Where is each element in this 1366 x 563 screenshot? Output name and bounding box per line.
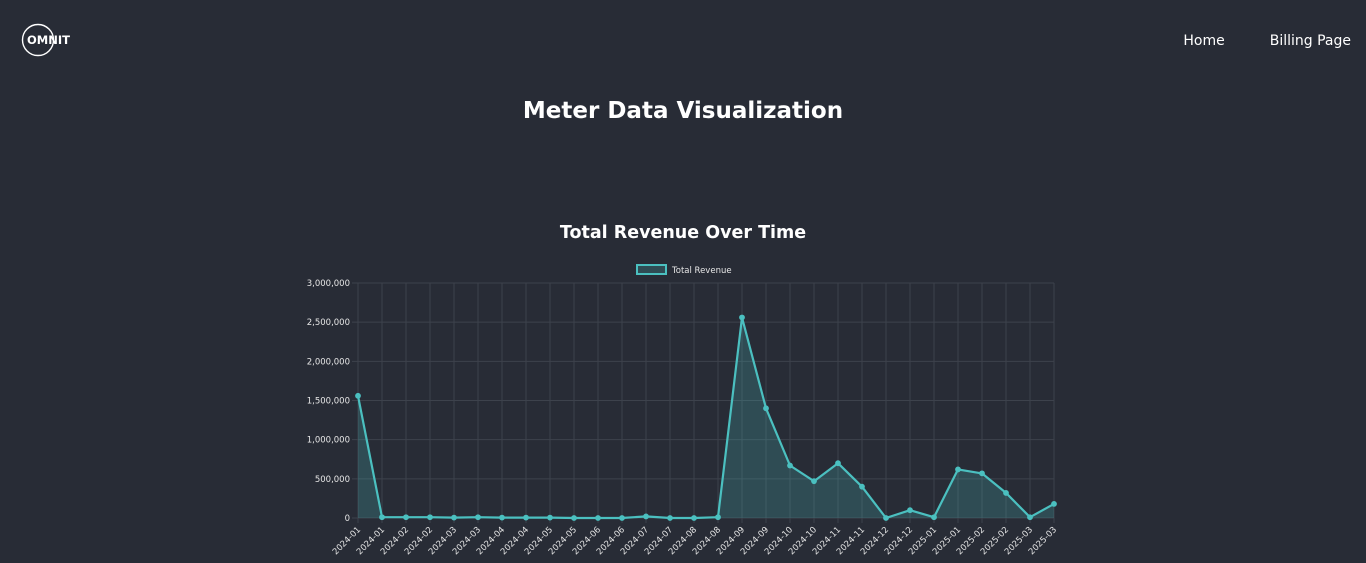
x-tick-label: 2025-03 (1027, 525, 1059, 557)
data-point (907, 507, 913, 514)
data-point (571, 515, 577, 521)
top-nav: Home Billing Page (1183, 33, 1351, 49)
chart-grid (352, 282, 1055, 523)
data-point (931, 514, 937, 521)
nav-billing-link[interactable]: Billing Page (1269, 33, 1351, 49)
x-tick-label: 2024-11 (811, 525, 843, 557)
x-tick-label: 2024-10 (763, 525, 795, 557)
data-point (835, 460, 841, 467)
x-tick-label: 2024-03 (427, 525, 459, 557)
series-line-total-revenue (356, 316, 1055, 520)
data-point (547, 514, 553, 521)
data-point (691, 515, 697, 521)
x-tick-label: 2024-07 (643, 525, 675, 557)
x-tick-label: 2024-05 (523, 525, 555, 557)
x-tick-label: 2024-04 (499, 525, 531, 557)
omnit-logo[interactable]: OMNIT (21, 22, 79, 58)
data-point (355, 392, 361, 399)
data-point (499, 514, 505, 521)
x-tick-label: 2024-08 (667, 525, 699, 557)
data-point (1003, 490, 1009, 496)
data-point (403, 514, 409, 521)
x-tick-label: 2024-02 (379, 525, 411, 557)
x-tick-label: 2024-12 (883, 525, 915, 557)
x-tick-label: 2024-04 (475, 525, 507, 557)
x-tick-label: 2025-02 (955, 525, 987, 557)
y-tick-label: 500,000 (315, 475, 350, 485)
chart-title: Total Revenue Over Time (559, 223, 807, 243)
x-tick-label: 2024-08 (691, 525, 723, 557)
data-point (811, 478, 817, 485)
x-tick-label: 2024-02 (403, 525, 435, 557)
x-tick-label: 2024-10 (787, 525, 819, 557)
data-point (667, 515, 673, 521)
data-point (523, 514, 529, 521)
x-tick-label: 2024-03 (451, 525, 483, 557)
series-area-total-revenue (358, 317, 1054, 518)
page-title: Meter Data Visualization (522, 98, 844, 124)
legend-label: Total Revenue (671, 266, 732, 276)
y-axis-ticks: 0 500,000 1,000,000 1,500,000 2,000,000 2,500… (307, 279, 350, 524)
x-tick-label: 2024-09 (715, 525, 747, 557)
chart-legend: Total Revenue (636, 264, 732, 276)
data-point (883, 515, 889, 521)
data-point (475, 514, 481, 521)
data-point (715, 514, 721, 521)
chart-point-layer (355, 314, 1057, 521)
data-point (451, 514, 457, 521)
data-point (1027, 514, 1033, 521)
data-point (643, 513, 649, 520)
data-point (955, 466, 961, 473)
logo-text: OMNIT (27, 33, 70, 47)
data-point (787, 462, 793, 469)
x-tick-label: 2024-06 (571, 525, 603, 557)
nav-home-link[interactable]: Home (1183, 33, 1225, 49)
x-tick-label: 2024-11 (835, 525, 867, 557)
x-tick-label: 2025-02 (979, 525, 1011, 557)
legend-swatch (636, 264, 667, 275)
x-tick-label: 2024-01 (331, 525, 363, 557)
data-point (979, 470, 985, 477)
y-tick-label: 2,000,000 (307, 357, 350, 367)
y-tick-label: 1,000,000 (307, 436, 350, 446)
x-axis-ticks: 2024-012024-012024-022024-022024-032024-… (331, 525, 1059, 557)
y-tick-label: 1,500,000 (307, 397, 350, 407)
data-point (427, 514, 433, 521)
x-tick-label: 2025-01 (931, 525, 963, 557)
x-tick-label: 2024-05 (547, 525, 579, 557)
x-tick-label: 2024-12 (859, 525, 891, 557)
legend-item-total-revenue[interactable]: Total Revenue (636, 264, 732, 276)
data-point (619, 515, 625, 521)
x-tick-label: 2025-03 (1003, 525, 1035, 557)
y-tick-label: 3,000,000 (307, 279, 350, 289)
data-point (595, 515, 601, 521)
x-tick-label: 2024-01 (355, 525, 387, 557)
data-point (379, 514, 385, 521)
data-point (763, 405, 769, 412)
data-point (859, 483, 865, 490)
y-tick-label: 0 (345, 514, 350, 524)
chart-line-layer (356, 316, 1055, 520)
x-tick-label: 2025-01 (907, 525, 939, 557)
x-tick-label: 2024-09 (739, 525, 771, 557)
data-point (739, 314, 745, 321)
y-tick-label: 2,500,000 (307, 318, 350, 328)
x-tick-label: 2024-06 (595, 525, 627, 557)
chart-area-layer (358, 317, 1054, 518)
data-point (1051, 501, 1057, 507)
x-tick-label: 2024-07 (619, 525, 651, 557)
